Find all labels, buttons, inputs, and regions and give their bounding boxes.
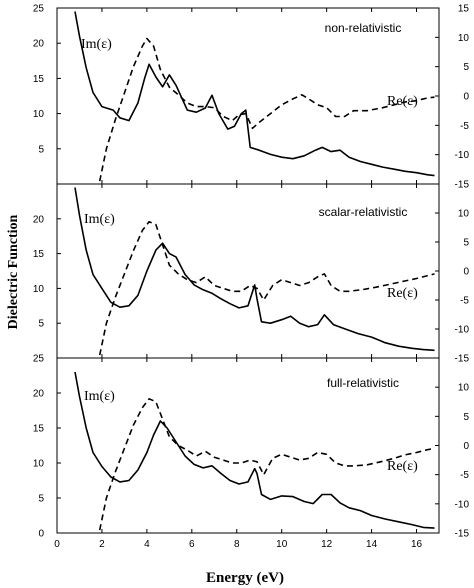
y-right-tick-label: -10 xyxy=(455,150,470,161)
x-tick-label: 10 xyxy=(276,539,288,550)
y-right-tick-label: -5 xyxy=(460,296,469,307)
panel-label: full-relativistic xyxy=(327,376,399,390)
y-left-tick-label: 20 xyxy=(33,39,45,50)
series-label: Re(ε) xyxy=(387,459,418,474)
y-left-tick-label: 5 xyxy=(38,494,44,505)
x-tick-label: 14 xyxy=(366,539,378,550)
y-right-tick-label: 5 xyxy=(463,238,469,249)
y-left-tick-label: 15 xyxy=(33,424,45,435)
re-eps-series-line xyxy=(98,397,435,531)
y-left-tick-label: 25 xyxy=(33,354,45,365)
im-eps-series-line xyxy=(74,187,435,352)
y-left-tick-label: 5 xyxy=(38,319,44,330)
y-right-tick-label: -10 xyxy=(455,325,470,336)
panel-label: non-relativistic xyxy=(325,21,402,35)
series-label: Im(ε) xyxy=(84,389,115,404)
x-tick-label: 2 xyxy=(99,539,105,550)
x-tick-label: 8 xyxy=(234,539,240,550)
y-left-tick-label: 25 xyxy=(33,4,45,15)
x-tick-label: 4 xyxy=(144,539,150,550)
panel-label: scalar-relativistic xyxy=(319,205,408,219)
y-right-tick-label: 0 xyxy=(463,92,469,103)
y-left-tick-label: 10 xyxy=(33,109,45,120)
y-right-tick-label: 10 xyxy=(458,33,470,44)
y-left-tick-label: 15 xyxy=(33,74,45,85)
y-right-tick-label: -5 xyxy=(460,470,469,481)
re-eps-series-line xyxy=(98,37,435,182)
y-left-tick-label: 20 xyxy=(33,214,45,225)
series-label: Re(ε) xyxy=(387,94,418,109)
y-right-tick-label: 15 xyxy=(458,4,470,15)
im-eps-series-line xyxy=(74,11,435,177)
x-tick-label: 16 xyxy=(411,539,423,550)
y-left-tick-label: 10 xyxy=(33,459,45,470)
series-label: Im(ε) xyxy=(84,212,115,227)
y-left-tick-label: 15 xyxy=(33,249,45,260)
y-right-tick-label: 5 xyxy=(463,412,469,423)
y-right-tick-label: 0 xyxy=(463,267,469,278)
y-right-tick-label: -15 xyxy=(455,180,470,191)
re-eps-series-line xyxy=(98,220,435,356)
series-label: Im(ε) xyxy=(81,37,112,52)
y-left-tick-label: 5 xyxy=(38,144,44,155)
y-right-tick-label: -10 xyxy=(455,499,470,510)
y-left-tick-label: 10 xyxy=(33,284,45,295)
x-tick-label: 0 xyxy=(54,539,60,550)
y-right-tick-label: 0 xyxy=(463,441,469,452)
x-tick-label: 6 xyxy=(189,539,195,550)
y-left-tick-label: 0 xyxy=(38,529,44,540)
series-label: Re(ε) xyxy=(387,286,418,301)
y-right-tick-label: 10 xyxy=(458,383,470,394)
y-right-tick-label: -15 xyxy=(455,354,470,365)
x-tick-label: 12 xyxy=(321,539,333,550)
x-axis-label: Energy (eV) xyxy=(206,570,284,586)
y-right-tick-label: 5 xyxy=(463,62,469,73)
y-axis-label: Dielectric Function xyxy=(6,214,21,329)
y-right-tick-label: -5 xyxy=(460,121,469,132)
im-eps-series-line xyxy=(74,371,435,529)
y-right-tick-label: 10 xyxy=(458,209,470,220)
y-right-tick-label: -15 xyxy=(455,529,470,540)
y-left-tick-label: 20 xyxy=(33,389,45,400)
